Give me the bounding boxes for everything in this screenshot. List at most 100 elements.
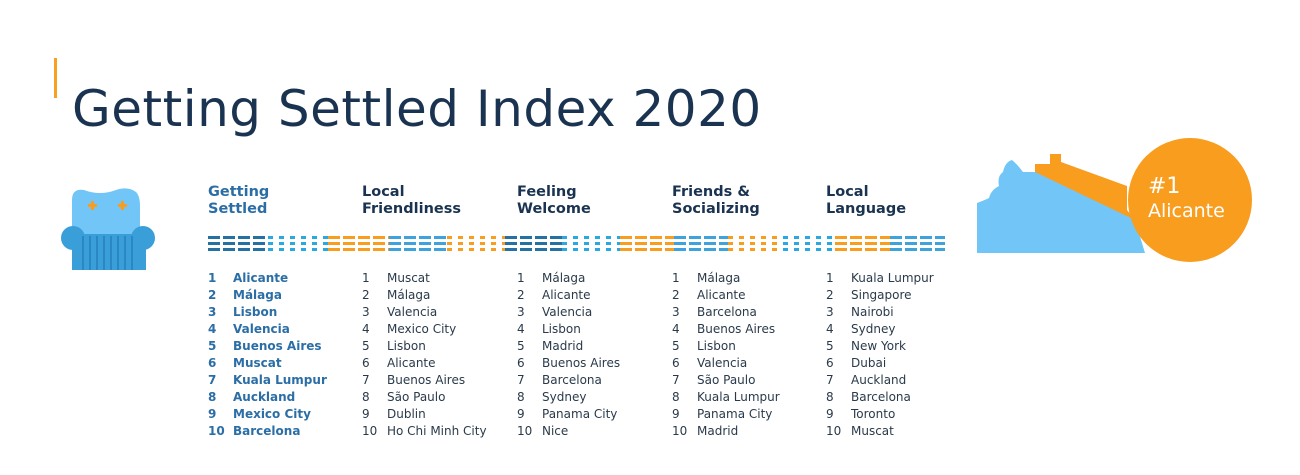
city-name: Ho Chi Minh City: [387, 424, 487, 438]
list-item: 5 Buenos Aires: [208, 338, 327, 355]
city-name: Mexico City: [233, 407, 311, 421]
ranking-list: 1 Muscat 2 Málaga 3 Valencia 4 Mexico City 5 Lisb…: [362, 270, 487, 440]
page-title: Getting Settled Index 2020: [72, 79, 762, 138]
city-name: Kuala Lumpur: [851, 271, 934, 285]
column-heading-line: Welcome: [517, 201, 591, 217]
rank-number: 9: [362, 407, 370, 421]
ranking-column: Local Friendliness 1 Muscat 2 Málaga 3 Valencia…: [362, 184, 522, 438]
list-item: 8 São Paulo: [362, 389, 487, 406]
city-name: Sydney: [851, 322, 896, 336]
ranking-column: Feeling Welcome 1 Málaga 2 Alicante 3 Valencia 4…: [517, 184, 677, 438]
city-name: Madrid: [697, 424, 739, 438]
city-name: Muscat: [851, 424, 894, 438]
list-item: 4 Mexico City: [362, 321, 487, 338]
rank-number: 9: [672, 407, 680, 421]
rank-number: 1: [517, 271, 525, 285]
column-heading-line: Local: [826, 184, 869, 200]
city-name: New York: [851, 339, 906, 353]
rank-number: 6: [672, 356, 680, 370]
rank-number: 3: [208, 305, 217, 319]
city-name: Auckland: [233, 390, 296, 404]
city-name: Valencia: [233, 322, 290, 336]
column-heading-line: Settled: [208, 201, 268, 217]
rank-number: 5: [517, 339, 525, 353]
rank-number: 9: [517, 407, 525, 421]
city-name: Mexico City: [387, 322, 457, 336]
armchair-icon: [61, 188, 155, 270]
city-name: Alicante: [387, 356, 436, 370]
list-item: 7 São Paulo: [672, 372, 780, 389]
city-name: Alicante: [542, 288, 591, 302]
rank-number: 1: [208, 271, 217, 285]
rank-number: 3: [826, 305, 834, 319]
rank-number: 8: [672, 390, 680, 404]
rank-number: 8: [826, 390, 834, 404]
city-name: Barcelona: [851, 390, 911, 404]
rank-number: 8: [362, 390, 370, 404]
list-item: 6 Muscat: [208, 355, 327, 372]
list-item: 8 Kuala Lumpur: [672, 389, 780, 406]
list-item: 3 Nairobi: [826, 304, 934, 321]
column-heading-line: Feeling: [517, 184, 577, 200]
city-name: Singapore: [851, 288, 912, 302]
list-item: 6 Dubai: [826, 355, 934, 372]
rank-number: 9: [208, 407, 217, 421]
city-name: Toronto: [851, 407, 896, 421]
rank-number: 2: [826, 288, 834, 302]
rank-number: 7: [672, 373, 680, 387]
city-name: Málaga: [387, 288, 431, 302]
rank-number: 7: [826, 373, 834, 387]
rank-number: 7: [517, 373, 525, 387]
city-name: Alicante: [697, 288, 746, 302]
ranking-list: 1 Málaga 2 Alicante 3 Valencia 4 Lisbon 5 Madrid 6…: [517, 270, 620, 440]
list-item: 3 Valencia: [517, 304, 620, 321]
city-name: Nairobi: [851, 305, 894, 319]
list-item: 8 Sydney: [517, 389, 620, 406]
decorative-dash-bands: [208, 236, 945, 251]
list-item: 7 Buenos Aires: [362, 372, 487, 389]
rank-number: 6: [362, 356, 370, 370]
list-item: 1 Málaga: [517, 270, 620, 287]
city-name: Valencia: [387, 305, 438, 319]
city-name: Lisbon: [233, 305, 278, 319]
column-heading-line: Friends &: [672, 184, 750, 200]
ranking-list: 1 Málaga 2 Alicante 3 Barcelona 4 Buenos Aires 5…: [672, 270, 780, 440]
city-name: Madrid: [542, 339, 584, 353]
list-item: 7 Barcelona: [517, 372, 620, 389]
list-item: 8 Barcelona: [826, 389, 934, 406]
city-name: Lisbon: [387, 339, 426, 353]
list-item: 2 Singapore: [826, 287, 934, 304]
list-item: 9 Mexico City: [208, 406, 327, 423]
list-item: 2 Alicante: [672, 287, 780, 304]
rank-number: 6: [208, 356, 217, 370]
list-item: 2 Alicante: [517, 287, 620, 304]
list-item: 9 Panama City: [672, 406, 780, 423]
list-item: 2 Málaga: [208, 287, 327, 304]
rank-number: 9: [826, 407, 834, 421]
rank-number: 4: [517, 322, 525, 336]
city-name: Alicante: [233, 271, 289, 285]
city-name: São Paulo: [697, 373, 756, 387]
city-name: Dubai: [851, 356, 887, 370]
rank-number: 10: [208, 424, 225, 438]
city-name: Buenos Aires: [542, 356, 621, 370]
rank-number: 3: [672, 305, 680, 319]
list-item: 6 Buenos Aires: [517, 355, 620, 372]
rank-number: 1: [672, 271, 680, 285]
rank-number: 4: [208, 322, 217, 336]
list-item: 1 Muscat: [362, 270, 487, 287]
list-item: 10 Nice: [517, 423, 620, 440]
list-item: 5 Madrid: [517, 338, 620, 355]
rank-number: 4: [826, 322, 834, 336]
title-accent-bar: [54, 58, 57, 98]
list-item: 9 Toronto: [826, 406, 934, 423]
city-name: Panama City: [542, 407, 618, 421]
city-name: Valencia: [697, 356, 748, 370]
list-item: 9 Dublin: [362, 406, 487, 423]
city-name: Nice: [542, 424, 569, 438]
list-item: 10 Madrid: [672, 423, 780, 440]
list-item: 10 Muscat: [826, 423, 934, 440]
rank-number: 7: [362, 373, 370, 387]
ranking-list: 1 Kuala Lumpur 2 Singapore 3 Nairobi 4 Sydney 5 N…: [826, 270, 934, 440]
list-item: 3 Valencia: [362, 304, 487, 321]
